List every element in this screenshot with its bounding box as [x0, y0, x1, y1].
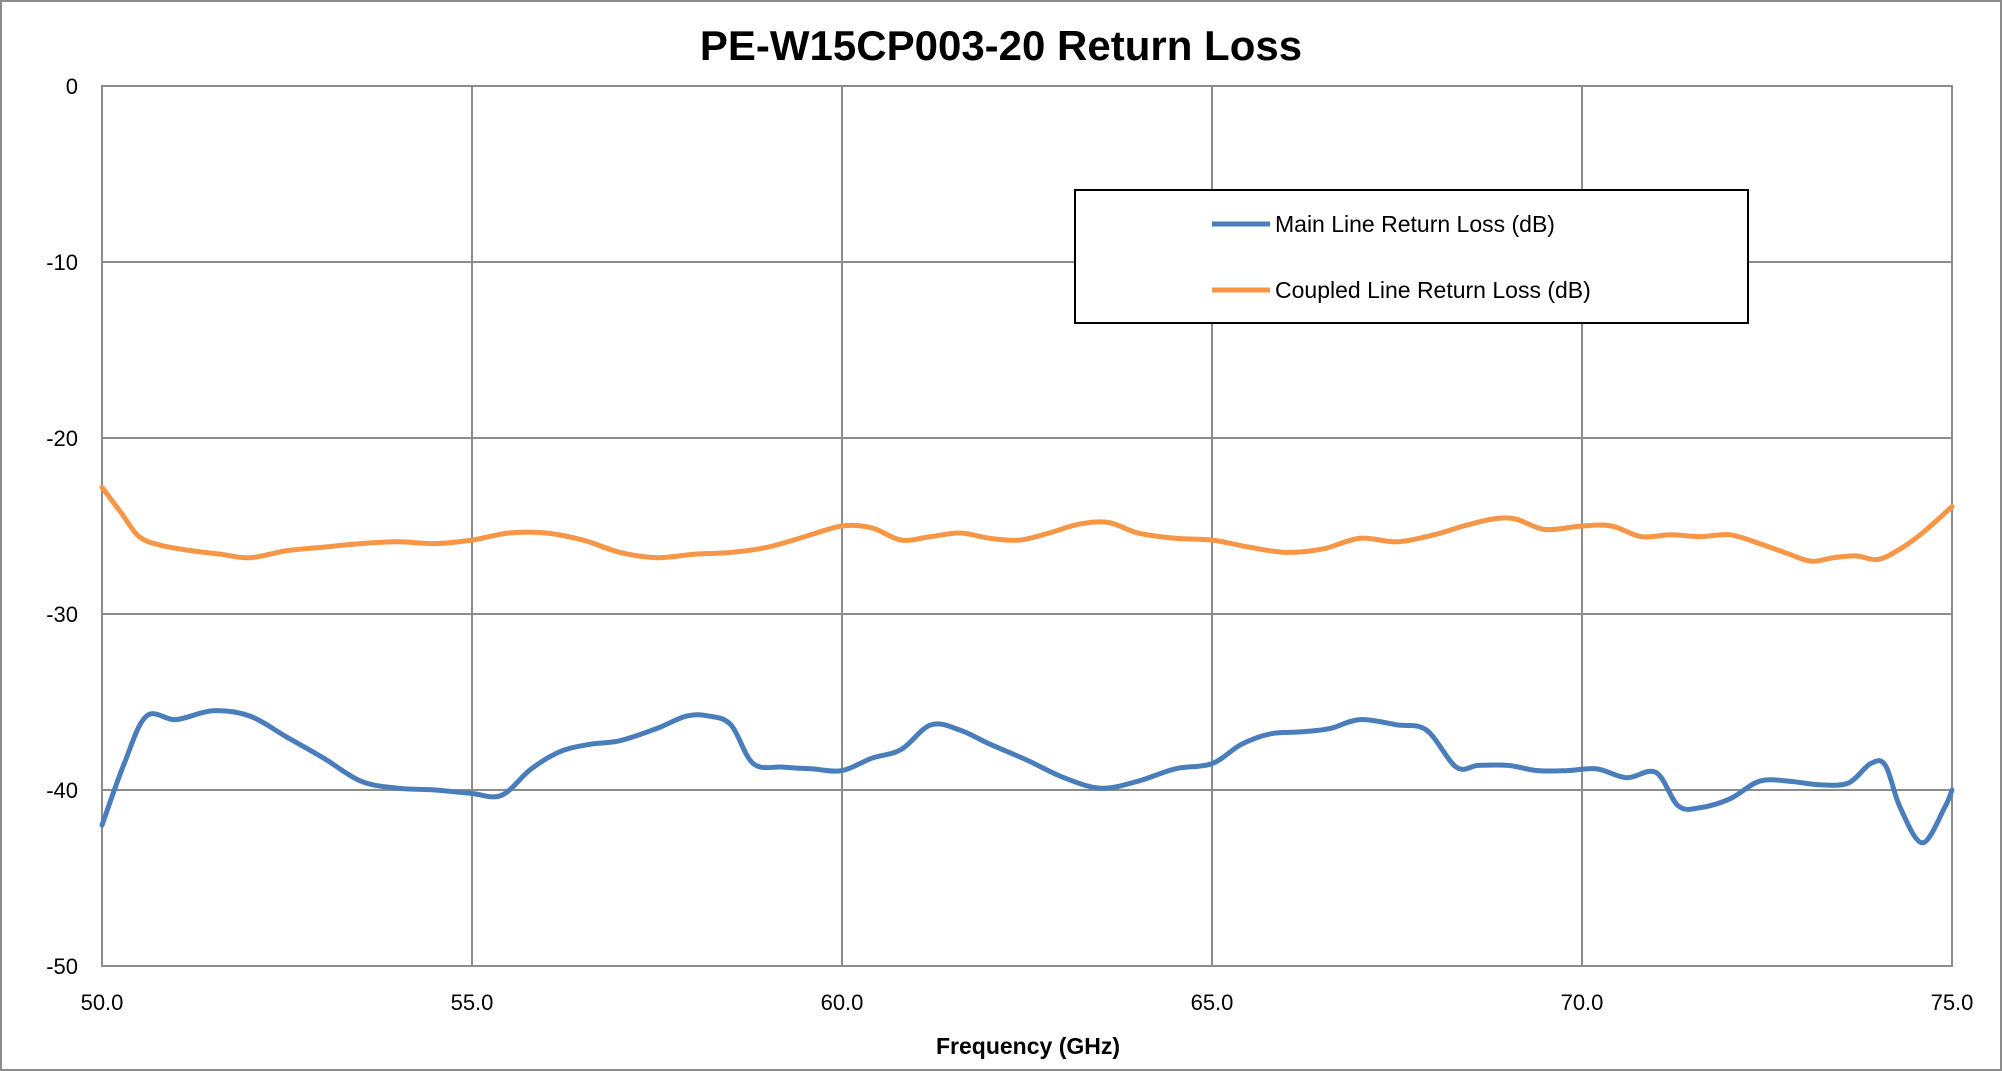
legend-label-main: Main Line Return Loss (dB) — [1275, 211, 1555, 237]
plot-area-border — [101, 85, 1953, 967]
x-tick-label: 55.0 — [451, 990, 494, 1015]
series-lines — [99, 484, 1955, 846]
y-tick-label: -40 — [46, 778, 78, 803]
series-line-coupled — [99, 484, 1955, 564]
series-line-main — [99, 708, 1955, 846]
legend-box — [1074, 189, 1749, 324]
y-tick-label: 0 — [66, 74, 78, 99]
x-tick-label: 70.0 — [1561, 990, 1604, 1015]
x-tick-label: 65.0 — [1191, 990, 1234, 1015]
legend: Main Line Return Loss (dB) Coupled Line … — [1074, 189, 1749, 324]
y-tick-label: -30 — [46, 602, 78, 627]
y-tick-labels: 0 -10 -20 -30 -40 -50 — [46, 74, 78, 979]
x-tick-label: 75.0 — [1931, 990, 1974, 1015]
x-tick-labels: 50.0 55.0 60.0 65.0 70.0 75.0 — [81, 990, 1974, 1015]
legend-label-coupled: Coupled Line Return Loss (dB) — [1275, 277, 1591, 303]
x-tick-label: 50.0 — [81, 990, 124, 1015]
chart-title: PE-W15CP003-20 Return Loss — [699, 22, 1303, 69]
y-tick-label: -20 — [46, 426, 78, 451]
y-tick-label: -10 — [46, 250, 78, 275]
x-tick-label: 60.0 — [821, 990, 864, 1015]
y-tick-label: -50 — [46, 954, 78, 979]
plot-border — [101, 85, 1953, 967]
x-axis-label: Frequency (GHz) — [936, 1033, 1120, 1059]
